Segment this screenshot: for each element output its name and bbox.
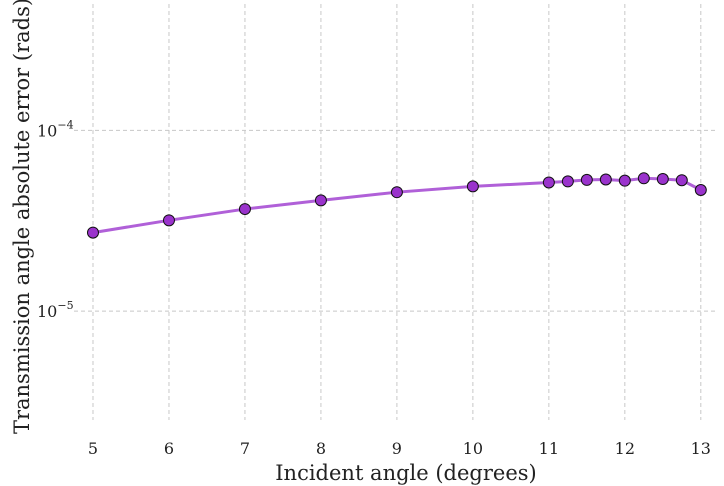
data-point <box>599 173 612 186</box>
x-tick-label: 8 <box>316 439 326 458</box>
data-point <box>86 226 99 239</box>
y-axis-label: Transmission angle absolute error (rads) <box>10 0 34 434</box>
data-point <box>390 186 403 199</box>
data-point <box>694 183 707 196</box>
x-tick-label: 10 <box>463 439 483 458</box>
data-point <box>561 175 574 188</box>
data-point <box>314 194 327 207</box>
x-tick-label: 7 <box>240 439 250 458</box>
data-point <box>580 173 593 186</box>
x-tick-label: 9 <box>392 439 402 458</box>
data-point <box>238 203 251 216</box>
data-point <box>618 174 631 187</box>
data-point <box>466 180 479 193</box>
x-tick-label: 12 <box>615 439 635 458</box>
data-point <box>637 172 650 185</box>
x-axis-label: Incident angle (degrees) <box>275 461 537 485</box>
x-tick-label: 13 <box>691 439 711 458</box>
x-tick-label: 6 <box>164 439 174 458</box>
x-tick-labels: 5 6 7 8 9 10 11 12 13 <box>88 439 711 458</box>
point-layer <box>86 172 707 239</box>
data-point <box>542 176 555 189</box>
x-tick-label: 5 <box>88 439 98 458</box>
y-tick-labels: 10−4 10−5 <box>37 118 74 321</box>
data-point <box>675 174 688 187</box>
x-tick-label: 11 <box>539 439 559 458</box>
y-tick-label: 10−4 <box>37 118 74 140</box>
data-point <box>656 173 669 186</box>
data-point <box>162 214 175 227</box>
grid-layer <box>74 4 716 420</box>
y-tick-label: 10−5 <box>37 299 74 321</box>
